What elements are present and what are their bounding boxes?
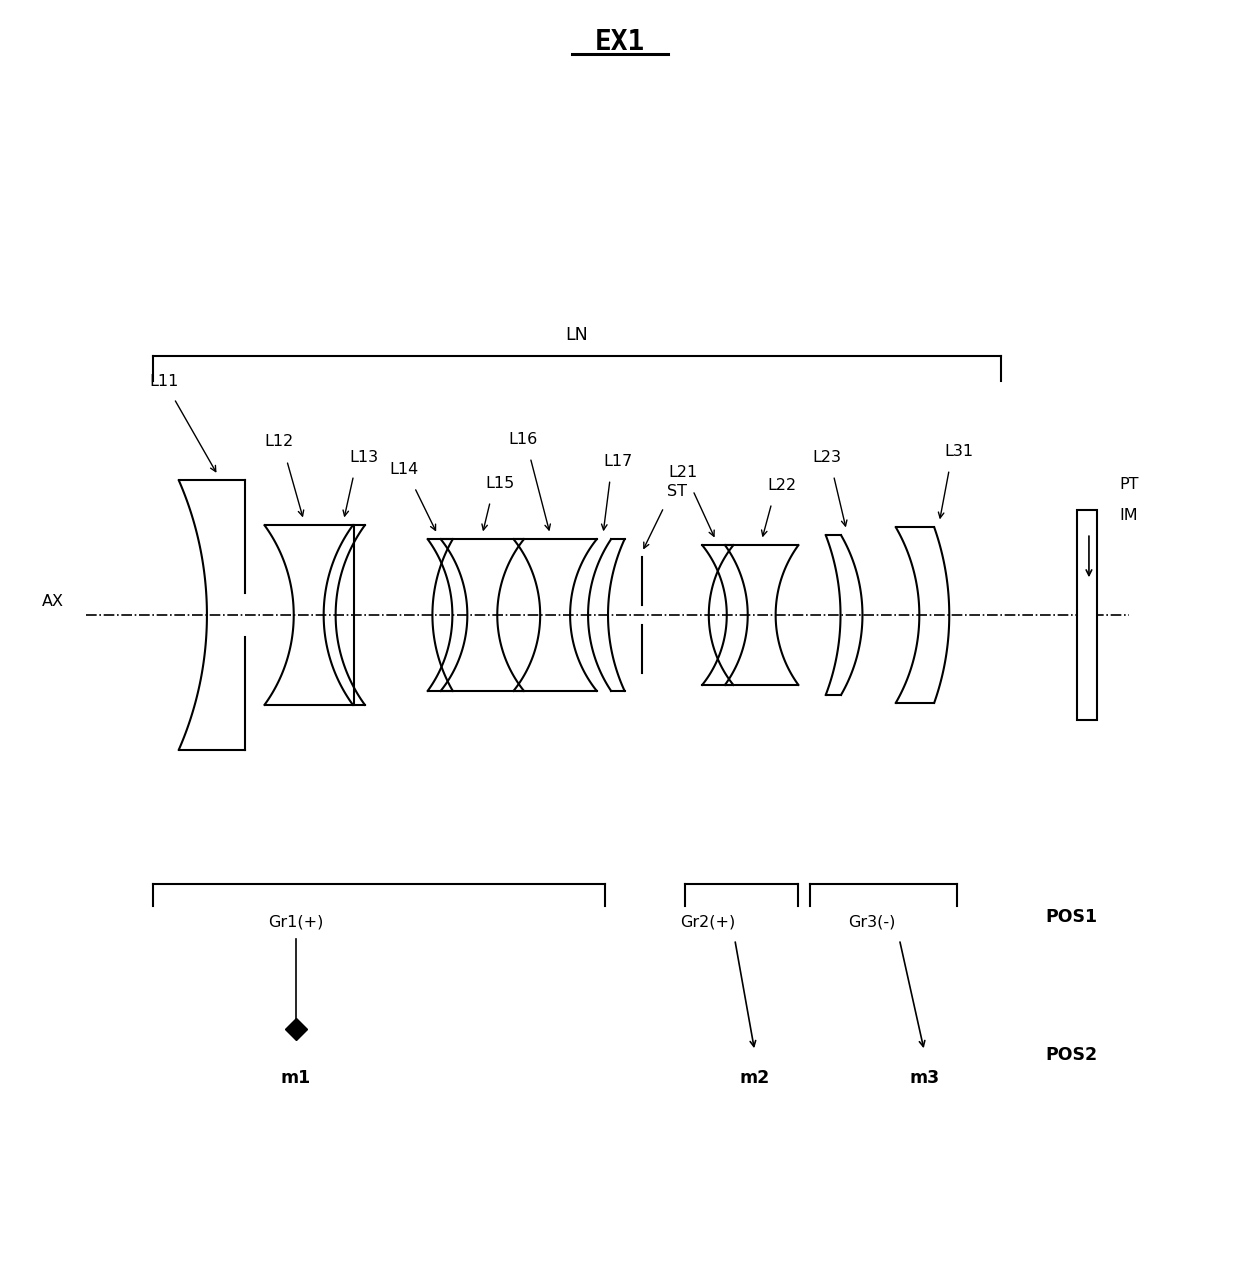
Text: L17: L17 — [604, 454, 632, 469]
Text: L23: L23 — [812, 450, 841, 466]
Text: EX1: EX1 — [595, 28, 645, 57]
Text: ST: ST — [667, 484, 687, 500]
Text: L22: L22 — [768, 478, 796, 493]
Text: m1: m1 — [280, 1069, 311, 1087]
Text: IM: IM — [1120, 509, 1138, 524]
Text: L13: L13 — [348, 450, 378, 466]
Text: L14: L14 — [389, 462, 419, 477]
Text: POS2: POS2 — [1045, 1046, 1097, 1064]
Text: POS1: POS1 — [1045, 908, 1097, 926]
Bar — [1078, 510, 1097, 720]
Text: Gr1(+): Gr1(+) — [268, 915, 324, 930]
Text: Gr3(-): Gr3(-) — [848, 915, 895, 930]
Text: m3: m3 — [909, 1069, 940, 1087]
Text: L11: L11 — [149, 373, 179, 388]
Text: AX: AX — [42, 595, 64, 608]
Text: L21: L21 — [668, 466, 697, 481]
Text: L16: L16 — [508, 433, 538, 448]
Text: L31: L31 — [945, 444, 973, 459]
Text: m2: m2 — [739, 1069, 770, 1087]
Text: PT: PT — [1120, 477, 1138, 492]
Text: LN: LN — [565, 325, 589, 344]
Text: L15: L15 — [486, 477, 515, 491]
Text: Gr2(+): Gr2(+) — [681, 915, 735, 930]
Text: L12: L12 — [264, 434, 294, 449]
